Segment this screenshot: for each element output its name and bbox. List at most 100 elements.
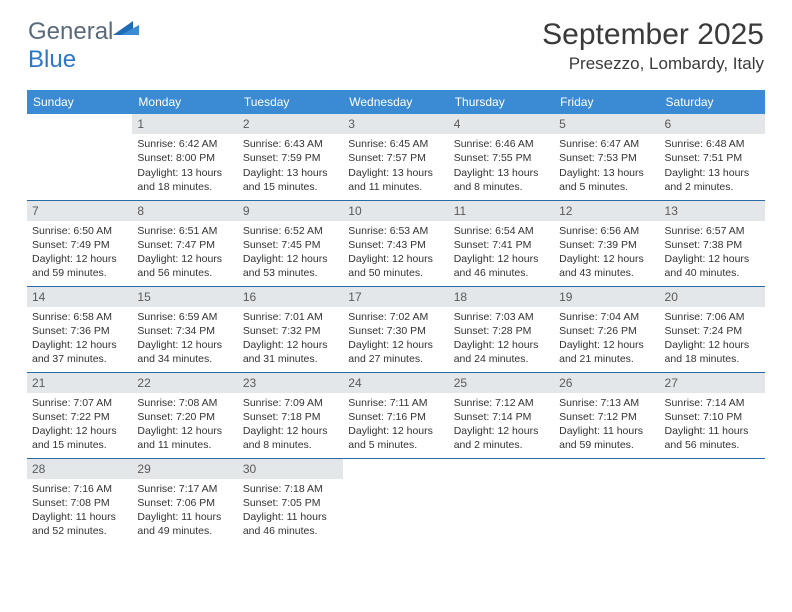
sunset-line: Sunset: 7:38 PM — [665, 238, 760, 252]
sunset-line: Sunset: 7:16 PM — [348, 410, 443, 424]
sunrise-line: Sunrise: 7:06 AM — [665, 310, 760, 324]
sunset-line: Sunset: 7:18 PM — [243, 410, 338, 424]
daylight-line: Daylight: 12 hours and 21 minutes. — [559, 338, 654, 366]
day-number: 19 — [554, 287, 659, 307]
empty-cell: . — [660, 458, 765, 544]
sunset-line: Sunset: 7:53 PM — [559, 151, 654, 165]
dow-header: Tuesday — [238, 90, 343, 114]
day-cell: 22 Sunrise: 7:08 AMSunset: 7:20 PMDayligh… — [132, 372, 237, 458]
daylight-line: Daylight: 12 hours and 15 minutes. — [32, 424, 127, 452]
day-cell: 21Sunrise: 7:07 AMSunset: 7:22 PMDayligh… — [27, 372, 132, 458]
daylight-line: Daylight: 12 hours and 53 minutes. — [243, 252, 338, 280]
day-number: 2 — [238, 114, 343, 134]
dow-header: Wednesday — [343, 90, 448, 114]
day-number: 21 — [27, 373, 132, 393]
daylight-line: Daylight: 12 hours and 5 minutes. — [348, 424, 443, 452]
sunset-line: Sunset: 7:30 PM — [348, 324, 443, 338]
sunset-line: Sunset: 7:10 PM — [665, 410, 760, 424]
day-cell: 18Sunrise: 7:03 AMSunset: 7:28 PMDayligh… — [449, 286, 554, 372]
day-number: 1 — [132, 114, 237, 134]
daylight-line: Daylight: 12 hours and 18 minutes. — [665, 338, 760, 366]
logo: GeneralBlue — [28, 18, 139, 74]
day-number: 15 — [132, 287, 237, 307]
sunrise-line: Sunrise: 6:57 AM — [665, 224, 760, 238]
dow-header: Monday — [132, 90, 237, 114]
daylight-line: Daylight: 12 hours and 2 minutes. — [454, 424, 549, 452]
month-title: September 2025 — [542, 18, 764, 52]
sunrise-line: Sunrise: 6:51 AM — [137, 224, 232, 238]
day-cell: 23Sunrise: 7:09 AMSunset: 7:18 PMDayligh… — [238, 372, 343, 458]
sunrise-line: Sunrise: 6:56 AM — [559, 224, 654, 238]
daylight-line: Daylight: 12 hours and 43 minutes. — [559, 252, 654, 280]
daylight-line: Daylight: 11 hours and 59 minutes. — [559, 424, 654, 452]
sunset-line: Sunset: 7:47 PM — [137, 238, 232, 252]
day-cell: 9Sunrise: 6:52 AMSunset: 7:45 PMDaylight… — [238, 200, 343, 286]
sunset-line: Sunset: 7:26 PM — [559, 324, 654, 338]
day-cell: 6Sunrise: 6:48 AMSunset: 7:51 PMDaylight… — [660, 114, 765, 200]
day-number: 12 — [554, 201, 659, 221]
daylight-line: Daylight: 12 hours and 11 minutes. — [137, 424, 232, 452]
sunrise-line: Sunrise: 7:16 AM — [32, 482, 127, 496]
logo-word-2: Blue — [28, 46, 76, 73]
sunset-line: Sunset: 7:39 PM — [559, 238, 654, 252]
day-cell: 15Sunrise: 6:59 AMSunset: 7:34 PMDayligh… — [132, 286, 237, 372]
daylight-line: Daylight: 12 hours and 46 minutes. — [454, 252, 549, 280]
day-cell: 8Sunrise: 6:51 AMSunset: 7:47 PMDaylight… — [132, 200, 237, 286]
sunset-line: Sunset: 7:59 PM — [243, 151, 338, 165]
day-cell: 4Sunrise: 6:46 AMSunset: 7:55 PMDaylight… — [449, 114, 554, 200]
daylight-line: Daylight: 13 hours and 5 minutes. — [559, 166, 654, 194]
sunrise-line: Sunrise: 7:13 AM — [559, 396, 654, 410]
day-cell: 2 Sunrise: 6:43 AMSunset: 7:59 PMDaylight… — [238, 114, 343, 200]
sunrise-line: Sunrise: 6:58 AM — [32, 310, 127, 324]
daylight-line: Daylight: 13 hours and 15 minutes. — [243, 166, 338, 194]
sunrise-line: Sunrise: 7:11 AM — [348, 396, 443, 410]
day-cell: 11 Sunrise: 6:54 AMSunset: 7:41 PMDayligh… — [449, 200, 554, 286]
sunrise-line: Sunrise: 7:18 AM — [243, 482, 338, 496]
day-cell: 20Sunrise: 7:06 AMSunset: 7:24 PMDayligh… — [660, 286, 765, 372]
sunrise-line: Sunrise: 7:09 AM — [243, 396, 338, 410]
sunset-line: Sunset: 7:36 PM — [32, 324, 127, 338]
sunset-line: Sunset: 7:41 PM — [454, 238, 549, 252]
sunset-line: Sunset: 7:12 PM — [559, 410, 654, 424]
daylight-line: Daylight: 12 hours and 50 minutes. — [348, 252, 443, 280]
daylight-line: Daylight: 13 hours and 8 minutes. — [454, 166, 549, 194]
day-number: 29 — [132, 459, 237, 479]
sunset-line: Sunset: 7:14 PM — [454, 410, 549, 424]
dow-header: Saturday — [660, 90, 765, 114]
sunrise-line: Sunrise: 6:46 AM — [454, 137, 549, 151]
sunset-line: Sunset: 7:49 PM — [32, 238, 127, 252]
day-cell: 28Sunrise: 7:16 AMSunset: 7:08 PMDayligh… — [27, 458, 132, 544]
week-row: 14Sunrise: 6:58 AMSunset: 7:36 PMDayligh… — [27, 286, 765, 372]
day-number: 5 — [554, 114, 659, 134]
day-number: 22 — [132, 373, 237, 393]
daylight-line: Daylight: 12 hours and 56 minutes. — [137, 252, 232, 280]
day-cell: 7Sunrise: 6:50 AMSunset: 7:49 PMDaylight… — [27, 200, 132, 286]
day-cell: 29Sunrise: 7:17 AMSunset: 7:06 PMDayligh… — [132, 458, 237, 544]
day-number: 11 — [449, 201, 554, 221]
day-number: 3 — [343, 114, 448, 134]
day-cell: 12 Sunrise: 6:56 AMSunset: 7:39 PMDayligh… — [554, 200, 659, 286]
day-cell: 17Sunrise: 7:02 AMSunset: 7:30 PMDayligh… — [343, 286, 448, 372]
day-cell: 27Sunrise: 7:14 AMSunset: 7:10 PMDayligh… — [660, 372, 765, 458]
sunrise-line: Sunrise: 6:52 AM — [243, 224, 338, 238]
sunrise-line: Sunrise: 6:43 AM — [243, 137, 338, 151]
sunrise-line: Sunrise: 7:08 AM — [137, 396, 232, 410]
dow-header: Thursday — [449, 90, 554, 114]
day-cell: 19Sunrise: 7:04 AMSunset: 7:26 PMDayligh… — [554, 286, 659, 372]
day-number: 18 — [449, 287, 554, 307]
day-cell: 1Sunrise: 6:42 AMSunset: 8:00 PMDaylight… — [132, 114, 237, 200]
sunset-line: Sunset: 7:51 PM — [665, 151, 760, 165]
calendar-table: SundayMondayTuesdayWednesdayThursdayFrid… — [27, 90, 765, 544]
daylight-line: Daylight: 12 hours and 37 minutes. — [32, 338, 127, 366]
sunrise-line: Sunrise: 7:02 AM — [348, 310, 443, 324]
daylight-line: Daylight: 11 hours and 56 minutes. — [665, 424, 760, 452]
sunset-line: Sunset: 7:20 PM — [137, 410, 232, 424]
sunset-line: Sunset: 7:55 PM — [454, 151, 549, 165]
day-number: 28 — [27, 459, 132, 479]
sunrise-line: Sunrise: 6:47 AM — [559, 137, 654, 151]
sunrise-line: Sunrise: 6:54 AM — [454, 224, 549, 238]
empty-cell: . — [27, 114, 132, 200]
sunrise-line: Sunrise: 6:45 AM — [348, 137, 443, 151]
empty-cell: . — [554, 458, 659, 544]
daylight-line: Daylight: 12 hours and 40 minutes. — [665, 252, 760, 280]
